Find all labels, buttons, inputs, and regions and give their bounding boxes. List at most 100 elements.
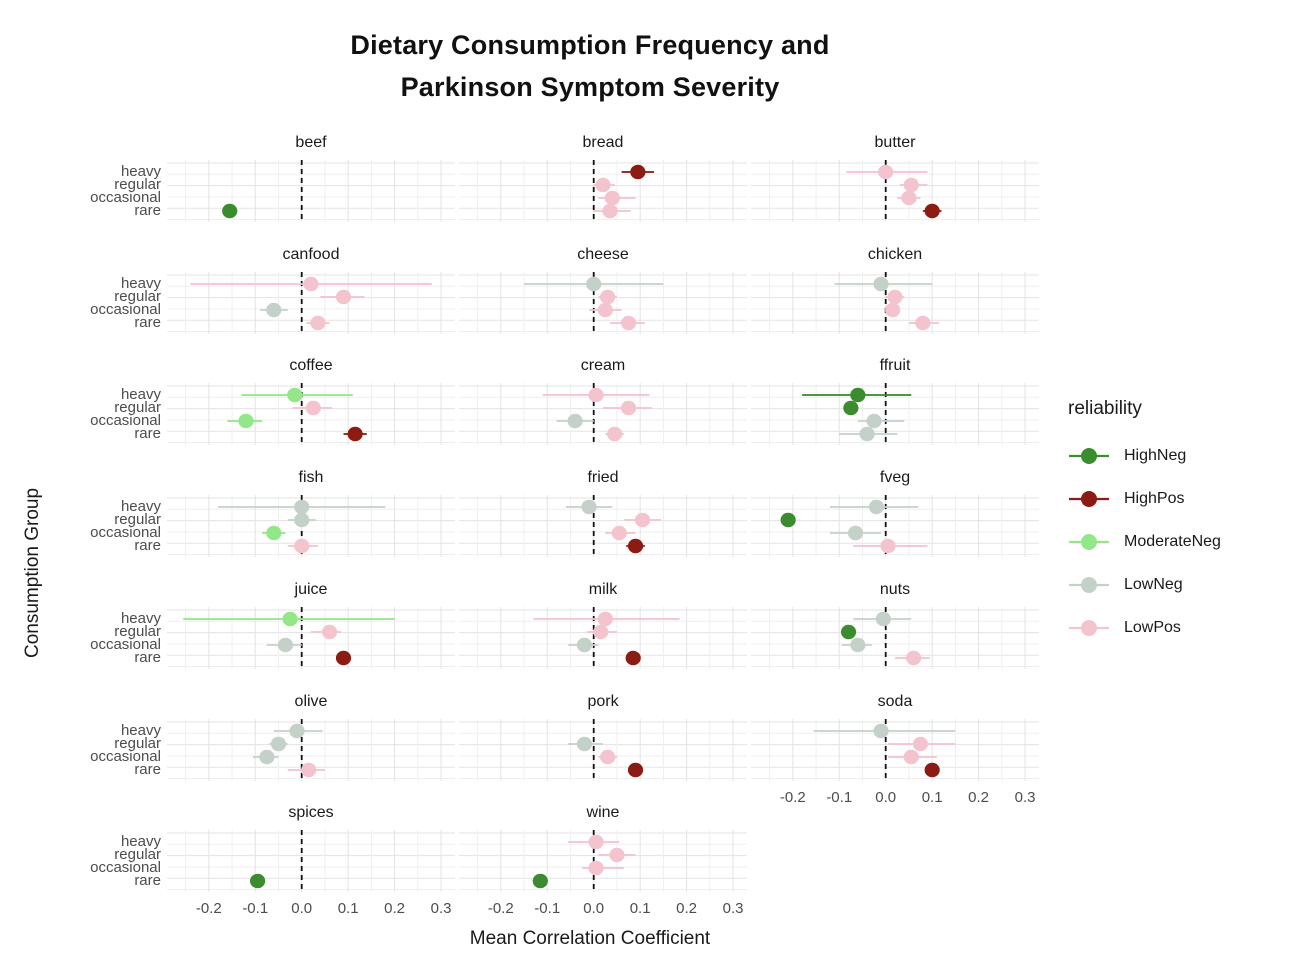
facet-panel-milk xyxy=(459,607,747,669)
data-point xyxy=(294,499,310,515)
y-tick-label: regular xyxy=(114,399,161,416)
legend-key-icon xyxy=(1069,619,1109,636)
facet-panel-olive xyxy=(167,719,455,781)
x-tick-label: -0.2 xyxy=(487,900,514,917)
y-tick-label: heavy xyxy=(120,610,161,627)
data-point xyxy=(586,276,602,292)
legend-entry-highneg: HighNeg xyxy=(1068,434,1221,477)
x-tick-label: 0.2 xyxy=(968,789,990,806)
facet-strip-label-soda: soda xyxy=(877,693,913,710)
data-point xyxy=(270,736,287,752)
data-point xyxy=(259,749,275,765)
data-point xyxy=(847,525,864,541)
y-tick-label: occasional xyxy=(90,301,161,318)
data-point xyxy=(588,387,604,403)
facet-panel-beef xyxy=(167,160,455,222)
facet-panel-pork xyxy=(459,719,747,781)
facet-strip-label-fveg: fveg xyxy=(879,469,911,486)
data-point xyxy=(840,624,857,640)
y-tick-label: occasional xyxy=(90,412,161,429)
data-point xyxy=(305,400,321,416)
data-point xyxy=(887,289,903,305)
data-point xyxy=(924,762,940,778)
legend: reliability HighNeg HighPos ModerateNeg Low… xyxy=(1068,398,1221,649)
facet-strip-label-cheese: cheese xyxy=(577,246,629,263)
x-tick-label: -0.2 xyxy=(779,789,806,806)
facet-panel-chicken xyxy=(751,272,1039,334)
data-point xyxy=(878,164,894,180)
legend-key-icon xyxy=(1069,533,1109,550)
data-point xyxy=(249,873,266,889)
facet-panel-juice xyxy=(167,607,455,669)
data-point xyxy=(604,190,620,206)
x-tick-label: 0.1 xyxy=(337,900,359,917)
data-point xyxy=(294,512,310,528)
data-point xyxy=(630,164,646,180)
data-point xyxy=(593,624,609,640)
x-tick-label: -0.2 xyxy=(195,900,222,917)
data-point xyxy=(266,525,282,541)
y-tick-label: heavy xyxy=(120,722,161,739)
facet-panel-fish xyxy=(167,495,455,557)
facet-panel-soda xyxy=(751,719,1039,781)
legend-key-icon xyxy=(1069,447,1109,464)
y-tick-label: heavy xyxy=(120,386,161,403)
y-tick-label: occasional xyxy=(90,189,161,206)
data-point xyxy=(347,426,363,442)
y-tick-label: occasional xyxy=(90,859,161,876)
data-point xyxy=(597,302,613,318)
data-point xyxy=(875,611,891,627)
facet-strip-label-canfood: canfood xyxy=(282,246,340,263)
x-tick-label: 0.1 xyxy=(629,900,651,917)
data-point xyxy=(611,525,627,541)
x-tick-label: 0.0 xyxy=(875,789,897,806)
facet-panel-coffee xyxy=(167,383,455,445)
y-tick-label: occasional xyxy=(90,636,161,653)
facet-panel-cream xyxy=(459,383,747,445)
data-point xyxy=(625,650,641,666)
data-point xyxy=(924,203,940,219)
data-point xyxy=(287,387,303,403)
facet-strip-label-nuts: nuts xyxy=(879,581,911,598)
data-point xyxy=(588,834,604,850)
data-point xyxy=(866,413,882,429)
data-point xyxy=(915,315,931,331)
facet-strip-label-olive: olive xyxy=(294,693,328,710)
x-tick-label: 0.3 xyxy=(722,900,744,917)
data-point xyxy=(581,499,597,515)
data-point xyxy=(912,736,929,752)
data-point xyxy=(880,538,896,554)
facet-panel-canfood xyxy=(167,272,455,334)
y-tick-label: heavy xyxy=(120,498,161,515)
data-point xyxy=(609,847,625,863)
legend-entries: HighNeg HighPos ModerateNeg LowNeg LowPos xyxy=(1068,434,1221,649)
facet-panel-fried xyxy=(459,495,747,557)
legend-key-icon xyxy=(1069,490,1109,507)
chart-title-line2: Parkinson Symptom Severity xyxy=(400,72,780,102)
data-point xyxy=(277,637,294,653)
data-point xyxy=(868,499,885,515)
data-point xyxy=(335,289,352,305)
facet-panel-wine xyxy=(459,830,747,892)
data-point xyxy=(873,723,889,739)
facet-strip-label-wine: wine xyxy=(586,804,620,821)
data-point xyxy=(597,611,613,627)
x-tick-label: 0.3 xyxy=(1014,789,1036,806)
data-point xyxy=(576,637,593,653)
x-tick-label: -0.1 xyxy=(826,789,853,806)
data-point xyxy=(310,315,326,331)
facet-panel-cheese xyxy=(459,272,747,334)
legend-entry-highpos: HighPos xyxy=(1068,477,1221,520)
facet-strip-label-juice: juice xyxy=(294,581,328,598)
x-tick-label: 0.1 xyxy=(921,789,943,806)
legend-key-icon xyxy=(1069,576,1109,593)
data-point xyxy=(294,538,310,554)
x-tick-label: 0.0 xyxy=(291,900,313,917)
data-point xyxy=(850,637,866,653)
x-tick-label: 0.2 xyxy=(676,900,698,917)
y-tick-label: regular xyxy=(114,623,161,640)
data-point xyxy=(620,400,637,416)
data-point xyxy=(238,413,254,429)
legend-entry-moderateneg: ModerateNeg xyxy=(1068,520,1221,563)
